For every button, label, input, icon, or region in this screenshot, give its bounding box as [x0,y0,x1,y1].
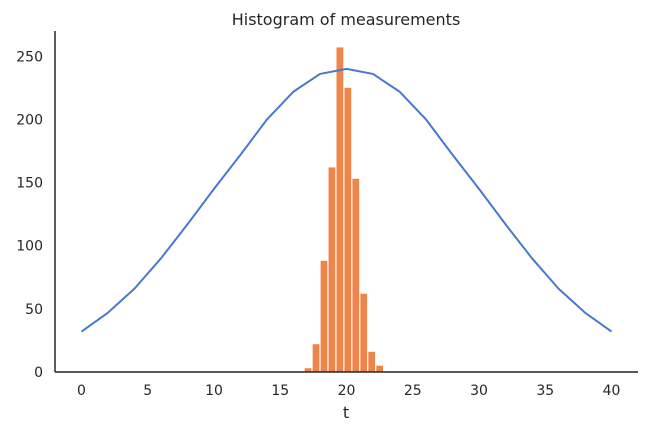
histogram-bar [352,178,360,372]
x-tick-label: 35 [536,383,554,399]
y-tick-label: 100 [16,239,43,255]
histogram-bar [320,260,328,372]
histogram-bar [360,293,368,372]
x-axis-label: t [343,403,349,422]
histogram-bar [344,87,352,372]
x-tick-label: 15 [271,383,289,399]
x-tick-label: 20 [338,383,356,399]
line-series [80,67,613,333]
y-tick-label: 200 [16,112,43,128]
x-tick-label: 0 [77,383,86,399]
histogram-bar [328,167,336,372]
x-tick-label: 5 [143,383,152,399]
x-tick-label: 40 [603,383,621,399]
histogram-bar [336,47,344,372]
axes: 0 5 10 15 20 25 30 35 40 0 50 100 150 200 250 [16,31,638,399]
histogram-bar [368,351,376,372]
histogram-bar [304,368,312,372]
fitted-curve [80,67,613,333]
x-tick-label: 30 [470,383,488,399]
x-tick-label: 25 [404,383,422,399]
histogram-bar [376,365,383,372]
histogram-bar [312,344,320,372]
y-tick-label: 150 [16,176,43,192]
bar-series [304,47,383,372]
x-tick-label: 10 [205,383,223,399]
chart-title: Histogram of measurements [232,10,461,29]
y-tick-label: 250 [16,49,43,65]
y-tick-label: 50 [25,302,43,318]
y-tick-label: 0 [34,365,43,381]
